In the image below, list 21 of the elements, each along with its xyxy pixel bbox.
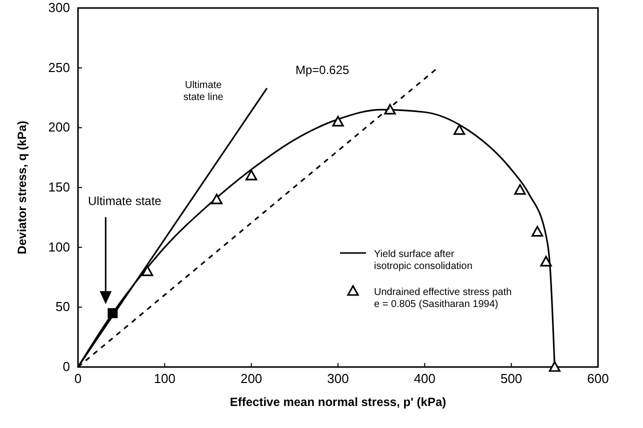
x-tick-label: 500 <box>500 371 522 386</box>
y-tick-label: 0 <box>62 359 70 374</box>
y-axis-title: Deviator stress, q (kPa) <box>15 120 29 254</box>
annotation: Ultimate state line <box>183 80 224 103</box>
legend-label: Undrained effective stress path e = 0.805 (Sasitharan 1994) <box>374 287 512 310</box>
annotation: Mp=0.625 <box>295 62 350 77</box>
y-tick-label: 300 <box>48 0 70 15</box>
x-tick-label: 100 <box>154 371 176 386</box>
x-tick-label: 400 <box>414 371 436 386</box>
y-tick-label: 250 <box>48 60 70 75</box>
legend-label: Yield surface after isotropic consolidation <box>374 249 472 272</box>
y-tick-label: 200 <box>48 120 70 135</box>
annotation: Ultimate state <box>88 194 162 208</box>
y-tick-label: 50 <box>56 299 70 314</box>
x-tick-label: 300 <box>327 371 349 386</box>
x-tick-label: 0 <box>74 371 82 386</box>
x-tick-label: 200 <box>240 371 262 386</box>
y-tick-label: 100 <box>48 239 70 254</box>
y-tick-label: 150 <box>48 180 70 194</box>
x-tick-label: 600 <box>587 371 609 386</box>
x-axis-title: Effective mean normal stress, p' (kPa) <box>230 395 446 409</box>
